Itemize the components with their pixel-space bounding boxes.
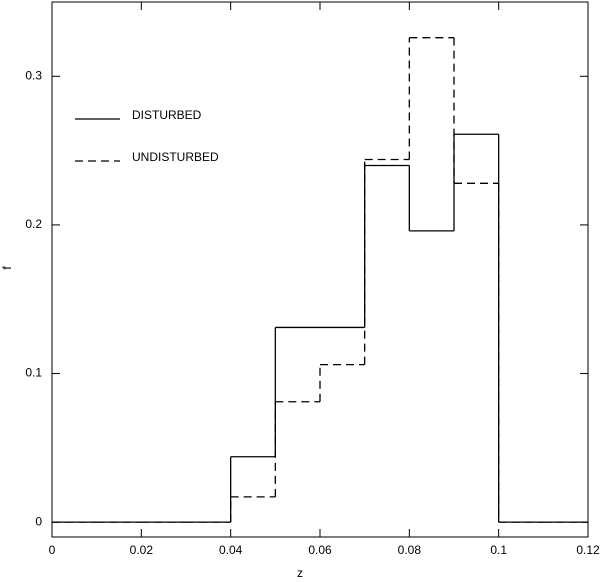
y-tick-label: 0.1 [25, 366, 42, 380]
x-tick-label: 0.1 [490, 543, 507, 557]
x-tick-label: 0.12 [576, 543, 600, 557]
x-tick-label: 0.08 [398, 543, 422, 557]
y-tick-label: 0.3 [25, 68, 42, 82]
x-tick-label: 0.04 [219, 543, 243, 557]
x-tick-label: 0.02 [130, 543, 154, 557]
y-tick-label: 0 [35, 514, 42, 528]
x-tick-label: 0 [49, 543, 56, 557]
plot-frame [51, 1, 589, 538]
legend-label: DISTURBED [132, 108, 202, 122]
x-axis-label: z [297, 566, 303, 580]
x-tick-label: 0.06 [308, 543, 332, 557]
y-axis-label: f [0, 266, 14, 270]
legend-label: UNDISTURBED [132, 150, 219, 164]
y-tick-label: 0.2 [25, 217, 42, 231]
